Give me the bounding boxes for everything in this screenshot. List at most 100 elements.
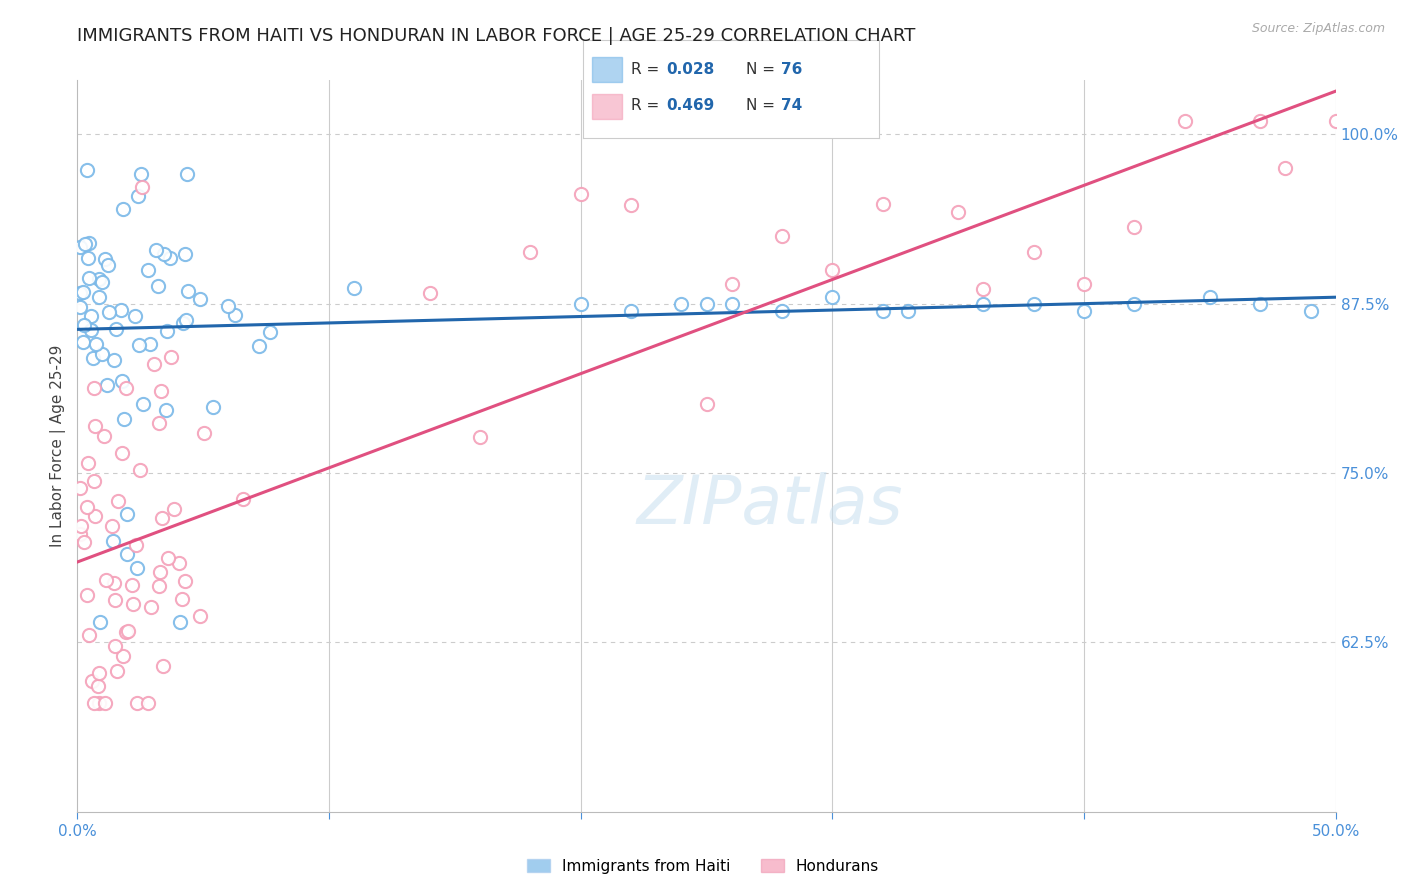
Point	[83, 418, 105, 433]
Point	[143, 357, 166, 371]
Point	[70, 519, 93, 533]
Point	[177, 284, 200, 298]
Point	[201, 400, 224, 414]
FancyBboxPatch shape	[592, 57, 621, 82]
Point	[72, 318, 94, 333]
Point	[224, 309, 246, 323]
Text: N =: N =	[747, 62, 780, 77]
Point	[149, 384, 172, 398]
Point	[69, 526, 91, 541]
Point	[103, 576, 125, 591]
Point	[93, 428, 115, 442]
Point	[247, 339, 270, 353]
Point	[217, 300, 239, 314]
Point	[128, 337, 150, 351]
Point	[1022, 245, 1045, 260]
Point	[93, 252, 115, 266]
Point	[188, 609, 211, 624]
Point	[110, 302, 132, 317]
Point	[948, 204, 970, 219]
Point	[73, 534, 96, 549]
Point	[148, 416, 170, 430]
Point	[104, 640, 127, 654]
Point	[69, 240, 91, 254]
Point	[111, 648, 134, 663]
Point	[1123, 297, 1146, 311]
Point	[419, 286, 441, 301]
Point	[89, 615, 111, 629]
Point	[73, 236, 96, 251]
Point	[148, 579, 170, 593]
Point	[83, 381, 105, 395]
Point	[1123, 219, 1146, 234]
Point	[89, 290, 111, 304]
Point	[1073, 303, 1095, 318]
Point	[139, 337, 162, 351]
Point	[96, 378, 118, 392]
Point	[89, 697, 111, 711]
Point	[149, 565, 172, 579]
Text: N =: N =	[747, 98, 780, 113]
Point	[69, 300, 91, 314]
Point	[343, 281, 366, 295]
Point	[872, 197, 894, 211]
Point	[821, 263, 844, 277]
Text: 0.469: 0.469	[666, 98, 714, 113]
Point	[115, 507, 138, 521]
Point	[174, 247, 197, 261]
Point	[115, 547, 138, 561]
Point	[1274, 161, 1296, 175]
Point	[131, 180, 153, 194]
Point	[696, 396, 718, 410]
Point	[103, 353, 125, 368]
Point	[121, 597, 143, 611]
Point	[156, 551, 179, 566]
Point	[97, 259, 120, 273]
Point	[146, 279, 169, 293]
Point	[112, 412, 135, 426]
Point	[97, 304, 120, 318]
Point	[160, 351, 183, 365]
Point	[139, 599, 162, 614]
FancyBboxPatch shape	[592, 95, 621, 119]
Text: R =: R =	[631, 62, 664, 77]
Point	[117, 624, 139, 638]
Point	[172, 317, 194, 331]
Point	[193, 425, 215, 440]
Point	[76, 500, 98, 515]
Point	[188, 292, 211, 306]
Point	[77, 271, 100, 285]
Point	[169, 615, 191, 629]
Point	[72, 285, 94, 299]
Point	[174, 313, 197, 327]
Point	[124, 538, 146, 552]
Point	[821, 290, 844, 304]
Point	[569, 186, 592, 201]
Point	[259, 326, 281, 340]
Text: Source: ZipAtlas.com: Source: ZipAtlas.com	[1251, 22, 1385, 36]
Point	[121, 578, 143, 592]
Point	[132, 397, 155, 411]
Point	[87, 679, 110, 693]
Point	[145, 243, 167, 257]
Point	[104, 322, 127, 336]
Point	[129, 463, 152, 477]
Point	[76, 588, 98, 602]
Point	[84, 336, 107, 351]
Point	[1249, 297, 1271, 311]
Point	[1324, 114, 1347, 128]
Point	[163, 502, 186, 516]
Point	[80, 323, 103, 337]
Point	[83, 697, 105, 711]
Text: 76: 76	[782, 62, 803, 77]
Point	[720, 297, 742, 311]
Point	[76, 251, 98, 265]
Point	[90, 276, 112, 290]
Point	[87, 666, 110, 681]
Point	[468, 430, 491, 444]
Point	[83, 474, 105, 488]
Point	[114, 625, 136, 640]
Point	[115, 381, 138, 395]
Point	[96, 573, 118, 587]
Point	[107, 493, 129, 508]
